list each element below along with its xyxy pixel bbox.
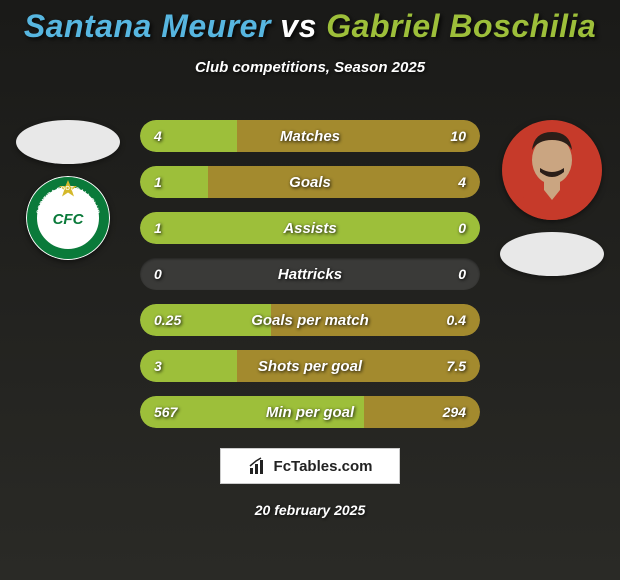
badge-text-center: CFC [53, 211, 85, 228]
comparison-card: Santana Meurer vs Gabriel Boschilia Club… [0, 0, 620, 580]
stat-row: Assists1 0 [140, 212, 480, 244]
title-player1: Santana Meurer [24, 8, 271, 44]
stat-value-left: 567 [154, 396, 177, 428]
stat-label: Matches [140, 120, 480, 152]
page-title: Santana Meurer vs Gabriel Boschilia [0, 0, 620, 45]
stat-value-right: 0.4 [447, 304, 466, 336]
stat-row: Hattricks0 0 [140, 258, 480, 290]
footer-logo[interactable]: FcTables.com [220, 448, 400, 484]
club-badge-svg: CORITIBA FOOT BALL CLUB PARANÁ CFC [26, 176, 110, 260]
stat-value-right: 10 [450, 120, 466, 152]
subtitle: Club competitions, Season 2025 [0, 59, 620, 76]
stat-label: Hattricks [140, 258, 480, 290]
stat-row: Goals1 4 [140, 166, 480, 198]
stat-row: Min per goal567 294 [140, 396, 480, 428]
flag-placeholder-left [16, 120, 120, 164]
stat-label: Goals per match [140, 304, 480, 336]
stat-row: Goals per match0.25 0.4 [140, 304, 480, 336]
stats-container: Matches410Goals14Assists10Hattricks00Goa… [140, 120, 480, 428]
stat-value-left: 0 [154, 258, 162, 290]
stat-value-right: 294 [443, 396, 466, 428]
title-player2: Gabriel Boschilia [326, 8, 596, 44]
footer-date: 20 february 2025 [0, 502, 620, 518]
left-column: CORITIBA FOOT BALL CLUB PARANÁ CFC [8, 120, 128, 430]
stat-value-right: 0 [458, 258, 466, 290]
flag-placeholder-right [500, 232, 604, 276]
stat-value-right: 4 [458, 166, 466, 198]
stat-row: Matches4 10 [140, 120, 480, 152]
stat-label: Assists [140, 212, 480, 244]
right-column [492, 120, 612, 430]
stat-value-right: 7.5 [447, 350, 466, 382]
stat-label: Shots per goal [140, 350, 480, 382]
stat-row: Shots per goal3 7.5 [140, 350, 480, 382]
player-photo-svg [502, 120, 602, 220]
stat-value-right: 0 [458, 212, 466, 244]
player-photo-right [502, 120, 602, 220]
stat-value-left: 3 [154, 350, 162, 382]
chart-icon [248, 456, 268, 476]
title-vs: vs [280, 8, 317, 44]
stat-value-left: 0.25 [154, 304, 181, 336]
club-badge-left: CORITIBA FOOT BALL CLUB PARANÁ CFC [26, 176, 110, 260]
footer-logo-text: FcTables.com [274, 458, 373, 475]
stat-label: Goals [140, 166, 480, 198]
stat-value-left: 4 [154, 120, 162, 152]
stat-value-left: 1 [154, 166, 162, 198]
stat-value-left: 1 [154, 212, 162, 244]
stat-label: Min per goal [140, 396, 480, 428]
